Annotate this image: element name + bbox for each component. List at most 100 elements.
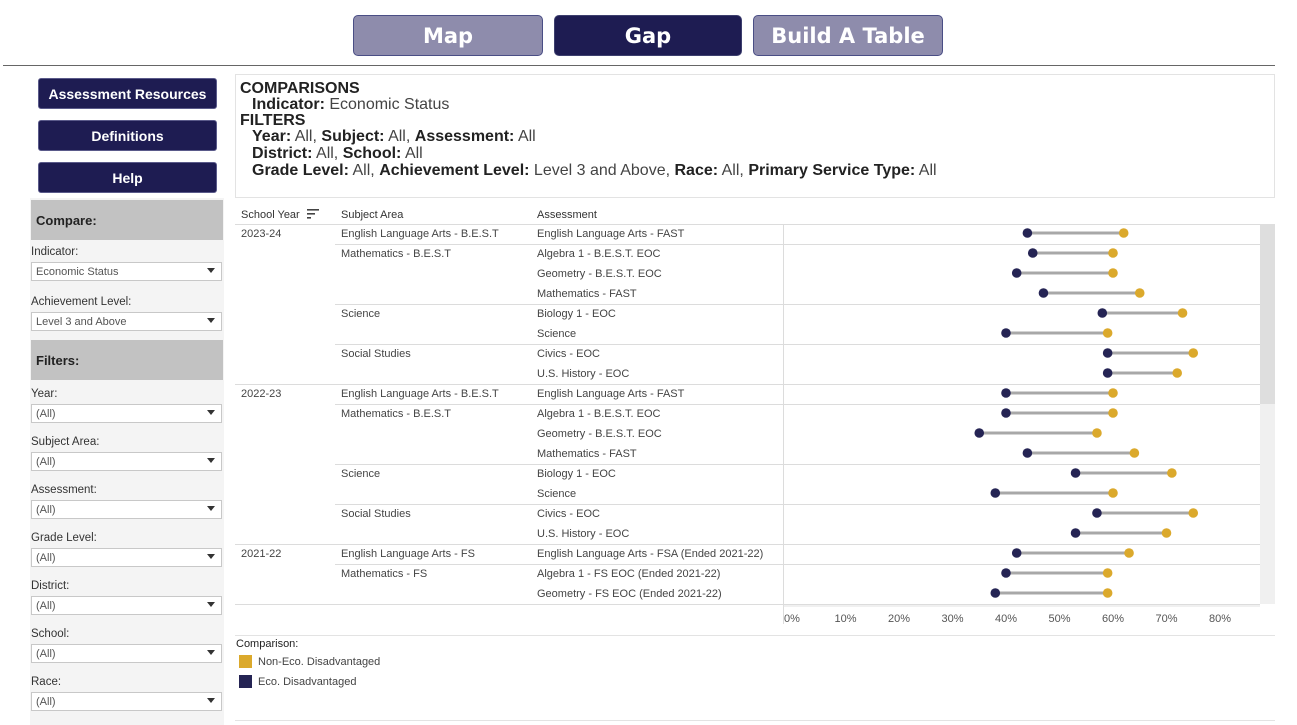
eco-point[interactable] — [1102, 368, 1113, 378]
tab-gap[interactable]: Gap — [554, 15, 742, 56]
x-tick-label: 0% — [784, 613, 800, 625]
assessment-column-header: Assessment — [537, 209, 597, 221]
non-eco-point[interactable] — [1161, 528, 1172, 538]
eco-point[interactable] — [1070, 468, 1081, 478]
caret-down-icon — [207, 410, 215, 415]
year-filter-value: (All) — [36, 407, 56, 420]
non-eco-point[interactable] — [1118, 228, 1129, 238]
eco-point[interactable] — [1070, 528, 1081, 538]
eco-point[interactable] — [1001, 388, 1011, 398]
subject-area-filter-select[interactable]: (All) — [31, 452, 222, 471]
eco-point[interactable] — [1022, 228, 1033, 238]
non-eco-point[interactable] — [1102, 328, 1113, 338]
eco-point[interactable] — [974, 428, 985, 438]
indicator-summary: Indicator: Economic Status — [252, 96, 450, 113]
indicator-select-value: Economic Status — [36, 265, 119, 278]
x-tick-label: 60% — [1102, 613, 1124, 625]
non-eco-point[interactable] — [1188, 508, 1199, 518]
row-divider — [335, 244, 1260, 245]
achievement-level-select[interactable]: Level 3 and Above — [31, 312, 222, 331]
eco-point[interactable] — [1092, 508, 1102, 518]
eco-point[interactable] — [1038, 288, 1049, 298]
indicator-label: Indicator: — [31, 246, 79, 258]
race-filter-select[interactable]: (All) — [31, 692, 222, 711]
non-eco-point[interactable] — [1167, 468, 1177, 478]
assessment-cell: English Language Arts - FAST — [537, 228, 685, 240]
help-button[interactable]: Help — [38, 162, 217, 193]
caret-down-icon — [207, 698, 215, 703]
non-eco-point[interactable] — [1172, 368, 1182, 378]
eco-point[interactable] — [1102, 348, 1113, 358]
filters-summary-heading: FILTERS — [240, 112, 306, 129]
non-eco-point[interactable] — [1092, 428, 1102, 438]
school-year-cell: 2023-24 — [241, 228, 282, 240]
compare-heading: Compare: — [31, 200, 223, 240]
legend-swatch-eco — [239, 675, 252, 688]
assessment-cell: U.S. History - EOC — [537, 368, 630, 380]
indicator-select[interactable]: Economic Status — [31, 262, 222, 281]
assessment-cell: Mathematics - FAST — [537, 288, 637, 300]
non-eco-point[interactable] — [1129, 448, 1140, 458]
caret-down-icon — [207, 506, 215, 511]
race-filter-value: (All) — [36, 695, 56, 708]
sort-icon[interactable] — [306, 209, 319, 219]
row-divider — [335, 404, 1260, 405]
eco-point[interactable] — [1001, 328, 1011, 338]
eco-point[interactable] — [1011, 548, 1022, 558]
achievement-level-select-value: Level 3 and Above — [36, 315, 127, 328]
table-header-divider — [235, 224, 1260, 225]
tab-build-a-table[interactable]: Build A Table — [753, 15, 943, 56]
x-tick-label: 50% — [1048, 613, 1070, 625]
tab-map[interactable]: Map — [353, 15, 543, 56]
school-filter-label: School: — [31, 628, 70, 640]
non-eco-point[interactable] — [1108, 248, 1118, 258]
subject-area-cell: English Language Arts - B.E.S.T — [341, 388, 499, 400]
subject-area-cell: Mathematics - B.E.S.T — [341, 408, 452, 420]
eco-point[interactable] — [990, 488, 1001, 498]
grade-level-filter-select[interactable]: (All) — [31, 548, 222, 567]
district-filter-select[interactable]: (All) — [31, 596, 222, 615]
eco-point[interactable] — [1001, 408, 1011, 418]
assessment-filter-select[interactable]: (All) — [31, 500, 222, 519]
eco-point[interactable] — [1011, 268, 1022, 278]
caret-down-icon — [207, 602, 215, 607]
eco-point[interactable] — [1022, 448, 1033, 458]
non-eco-point[interactable] — [1177, 308, 1188, 318]
non-eco-point[interactable] — [1108, 408, 1118, 418]
eco-point[interactable] — [990, 588, 1001, 598]
assessment-cell: Geometry - B.E.S.T. EOC — [537, 428, 662, 440]
table-scrollbar-thumb[interactable] — [1260, 224, 1275, 404]
non-eco-point[interactable] — [1108, 488, 1118, 498]
eco-point[interactable] — [1097, 308, 1108, 318]
non-eco-point[interactable] — [1108, 268, 1118, 278]
eco-point[interactable] — [1027, 248, 1038, 258]
year-filter-select[interactable]: (All) — [31, 404, 222, 423]
district-filter-value: (All) — [36, 599, 56, 612]
eco-point[interactable] — [1001, 568, 1011, 578]
definitions-button[interactable]: Definitions — [38, 120, 217, 151]
non-eco-point[interactable] — [1108, 388, 1118, 398]
non-eco-point[interactable] — [1188, 348, 1199, 358]
school-filter-select[interactable]: (All) — [31, 644, 222, 663]
x-tick-label: 40% — [995, 613, 1017, 625]
assessment-resources-button[interactable]: Assessment Resources — [38, 78, 217, 109]
assessment-cell: Civics - EOC — [537, 508, 600, 520]
grade-level-filter-value: (All) — [36, 551, 56, 564]
non-eco-point[interactable] — [1102, 568, 1113, 578]
assessment-cell: Algebra 1 - B.E.S.T. EOC — [537, 408, 661, 420]
non-eco-point[interactable] — [1124, 548, 1134, 558]
gap-dumbbell-chart: 0% 10% 20% 30% 40% 50% 60% 70% 80% — [783, 224, 1260, 625]
subject-area-cell: Science — [341, 308, 381, 320]
school-year-column-header[interactable]: School Year — [241, 209, 319, 221]
assessment-cell: Geometry - B.E.S.T. EOC — [537, 268, 662, 280]
school-filter-value: (All) — [36, 647, 56, 660]
school-year-cell: 2022-23 — [241, 388, 282, 400]
comparisons-heading: COMPARISONS — [240, 80, 360, 97]
assessment-cell: Biology 1 - EOC — [537, 308, 616, 320]
non-eco-point[interactable] — [1102, 588, 1113, 598]
row-divider — [335, 304, 1260, 305]
assessment-filter-value: (All) — [36, 503, 56, 516]
subject-area-cell: English Language Arts - B.E.S.T — [341, 228, 499, 240]
non-eco-point[interactable] — [1134, 288, 1145, 298]
subject-area-cell: Social Studies — [341, 348, 411, 360]
